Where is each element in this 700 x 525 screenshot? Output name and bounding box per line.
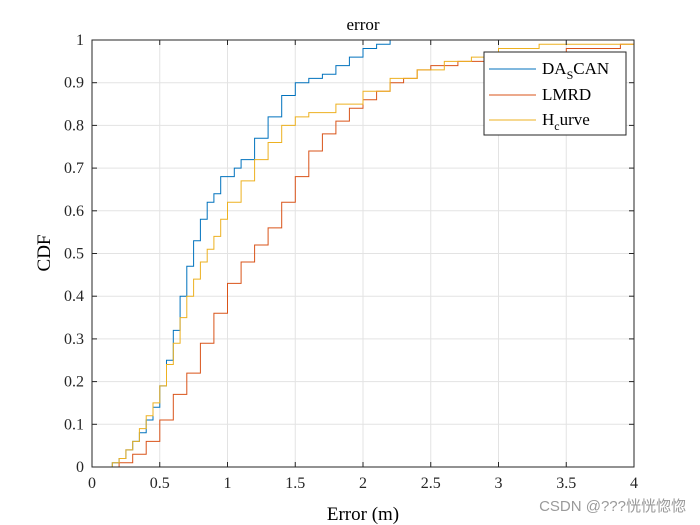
legend: DASCAN LMRD Hcurve: [483, 51, 627, 136]
chart-title: error: [346, 15, 379, 34]
y-tick-label: 1: [76, 32, 84, 49]
legend-entry-dascan: DASCAN: [542, 59, 609, 82]
x-tick-label: 1.5: [285, 475, 305, 492]
axis-ticks: [91, 39, 635, 468]
x-tick-label: 1: [224, 475, 232, 492]
series-layer: [102, 39, 635, 468]
x-tick-label: 0.5: [150, 475, 170, 492]
x-tick-label: 0: [88, 475, 96, 492]
x-tick-label: 2: [359, 475, 367, 492]
x-tick-label: 2.5: [421, 475, 441, 492]
x-tick-labels: 0 0.5 1 1.5 2 2.5 3 3.5 4: [88, 475, 638, 492]
y-tick-labels: 0 0.1 0.2 0.3 0.4 0.5 0.6 0.7 0.8 0.9 1: [64, 32, 84, 476]
y-tick-label: 0.4: [64, 288, 84, 305]
y-tick-label: 0.7: [64, 160, 84, 177]
legend-entry-lmrd: LMRD: [542, 85, 591, 104]
y-tick-label: 0.9: [64, 75, 84, 92]
y-tick-label: 0.1: [64, 416, 84, 433]
x-tick-label: 3: [495, 475, 503, 492]
y-tick-label: 0.5: [64, 246, 84, 263]
y-axis-label: CDF: [34, 235, 55, 272]
series-line-0: [102, 39, 404, 468]
x-tick-label: 4: [630, 475, 638, 492]
series-line-1: [102, 43, 634, 468]
legend-entry-hcurve: Hcurve: [542, 110, 590, 133]
watermark: CSDN @???恍恍惚惚: [539, 498, 686, 515]
series-line-2: [102, 40, 635, 468]
y-tick-label: 0.3: [64, 331, 84, 348]
legend-box: [483, 51, 627, 136]
y-tick-label: 0.6: [64, 203, 84, 220]
y-tick-label: 0.2: [64, 374, 84, 391]
y-tick-label: 0: [76, 459, 84, 476]
grid-lines: [91, 39, 635, 468]
x-tick-label: 3.5: [556, 475, 576, 492]
x-axis-label: Error (m): [327, 504, 399, 525]
y-tick-label: 0.8: [64, 117, 84, 134]
